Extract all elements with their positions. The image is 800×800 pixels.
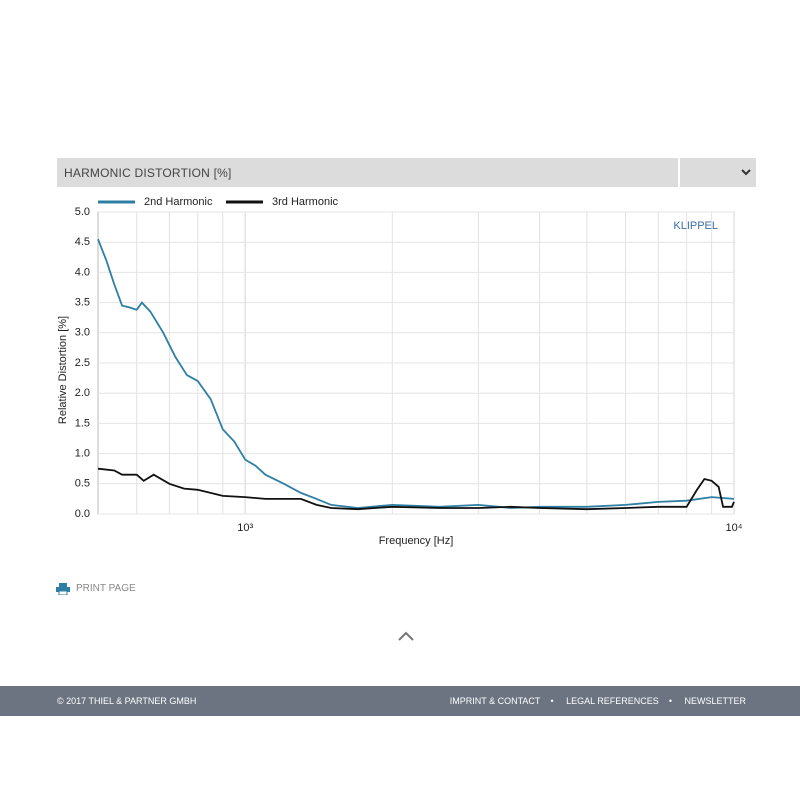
x-tick-label: 10⁴: [726, 522, 743, 534]
y-tick-label: 3.0: [75, 327, 90, 339]
y-tick-label: 0.5: [75, 478, 90, 490]
print-page[interactable]: PRINT PAGE: [56, 583, 136, 595]
copyright: © 2017 THIEL & PARTNER GMBH: [57, 696, 197, 706]
watermark: KLIPPEL: [673, 220, 718, 232]
y-tick-label: 1.0: [75, 448, 90, 460]
footer: © 2017 THIEL & PARTNER GMBH IMPRINT & CO…: [0, 686, 800, 716]
panel-title: HARMONIC DISTORTION [%]: [64, 166, 232, 180]
legend-label: 3rd Harmonic: [272, 196, 339, 208]
y-tick-label: 1.5: [75, 417, 90, 429]
footer-links: IMPRINT & CONTACT • LEGAL REFERENCES • NEW…: [449, 696, 746, 706]
print-label: PRINT PAGE: [76, 583, 136, 594]
legend-label: 2nd Harmonic: [144, 196, 213, 208]
x-tick-label: 10³: [237, 522, 253, 534]
y-tick-label: 2.0: [75, 387, 90, 399]
panel-header: HARMONIC DISTORTION [%]: [57, 158, 756, 187]
footer-link[interactable]: LEGAL REFERENCES: [566, 696, 659, 706]
footer-link[interactable]: IMPRINT & CONTACT: [449, 696, 541, 706]
y-tick-label: 4.5: [75, 236, 90, 248]
series-line: [97, 467, 735, 511]
footer-link[interactable]: NEWSLETTER: [684, 696, 746, 706]
y-tick-label: 5.0: [75, 206, 90, 218]
collapse-toggle[interactable]: [678, 158, 758, 187]
y-tick-label: 3.5: [75, 297, 90, 309]
print-icon: [56, 583, 70, 595]
scroll-top[interactable]: [396, 629, 416, 643]
y-tick-label: 4.0: [75, 266, 90, 278]
y-tick-label: 2.5: [75, 357, 90, 369]
chart: KLIPPEL Frequency [Hz] Relative Distorti…: [57, 196, 743, 547]
chevron-icon: [741, 169, 751, 176]
series-line: [97, 238, 735, 509]
y-tick-label: 0.0: [75, 508, 90, 520]
y-axis-label: Relative Distortion [%]: [57, 316, 69, 424]
x-axis-label: Frequency [Hz]: [379, 535, 454, 547]
